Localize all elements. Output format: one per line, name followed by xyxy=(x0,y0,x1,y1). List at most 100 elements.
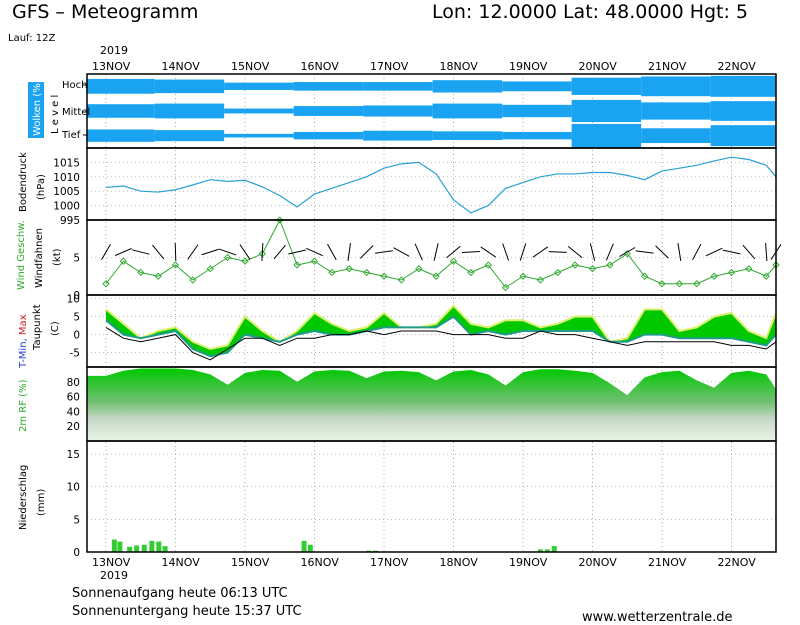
cloud-cover-block xyxy=(224,108,294,114)
cloud-cover-block xyxy=(224,133,294,138)
wind-barb xyxy=(288,249,307,255)
wind-barb xyxy=(705,247,723,257)
wind-barb xyxy=(261,242,264,262)
day-label-bottom: 20NOV xyxy=(579,556,618,569)
temperature-tick-label: 5 xyxy=(73,312,80,324)
wind-speed-point xyxy=(536,276,545,284)
day-label-top: 15NOV xyxy=(231,60,270,73)
wind-barb xyxy=(347,243,351,261)
day-label-top: 18NOV xyxy=(440,60,479,73)
wind-barb xyxy=(131,249,150,255)
day-label-top: 16NOV xyxy=(301,60,340,73)
wind-barb xyxy=(218,248,237,256)
wind-barb xyxy=(532,246,549,258)
wind-barb xyxy=(306,247,323,257)
day-label-bottom: 16NOV xyxy=(301,556,340,569)
wind-speed-point xyxy=(571,261,579,269)
wind-barb xyxy=(446,245,461,259)
cloud-cover-block xyxy=(363,82,433,91)
wind-speed-point xyxy=(449,257,458,265)
wind-speed-point xyxy=(710,272,718,280)
day-label-top: 21NOV xyxy=(648,60,687,73)
wind-speed-point xyxy=(606,261,614,269)
cloud-cover-block xyxy=(432,131,503,140)
wind-speed-point xyxy=(432,272,440,280)
wind-speed-point xyxy=(362,268,371,277)
day-label-bottom: 19NOV xyxy=(509,556,548,569)
wind-barb xyxy=(327,243,337,261)
cloud-level-label: L e v e l xyxy=(50,95,61,134)
dewpoint-axis-label: Taupunkt xyxy=(32,304,43,351)
panel-frame xyxy=(86,440,777,553)
wind-barb xyxy=(635,250,654,254)
wind-tick-label: 5 xyxy=(73,253,80,265)
day-label-top: 13NOV xyxy=(92,60,131,73)
day-label-bottom: 13NOV xyxy=(92,556,131,569)
wind-tick-label: 0 xyxy=(73,290,80,302)
pressure-tick-label: 1005 xyxy=(53,186,80,198)
cloud-cover-block xyxy=(293,131,364,140)
temperature-max-line xyxy=(105,304,777,351)
wind-barb xyxy=(502,243,510,261)
cloud-cover-block xyxy=(710,75,776,97)
precipitation-bar xyxy=(307,544,313,552)
precipitation-bar xyxy=(551,546,557,552)
sunrise-text: Sonnenaufgang heute 06:13 UTC xyxy=(72,586,288,601)
wind-speed-point xyxy=(467,268,475,277)
precipitation-unit-label: (mm) xyxy=(36,489,47,516)
temperature-axis-label: T-Min, Max xyxy=(18,314,29,369)
day-label-top: 17NOV xyxy=(370,60,409,73)
wind-barb xyxy=(359,245,374,259)
wind-barb xyxy=(273,244,286,260)
location-coordinates: Lon: 12.0000 Lat: 48.0000 Hgt: 5 xyxy=(432,1,749,23)
precipitation-tick-label: 5 xyxy=(73,514,80,526)
cloud-cover-block xyxy=(432,103,503,119)
temperature-range-area xyxy=(106,305,776,357)
cloud-level-hoch: Hoch xyxy=(62,80,87,91)
wind-speed-point xyxy=(745,265,753,273)
precipitation-tick-label: 10 xyxy=(67,482,80,494)
wind-speed-point xyxy=(519,272,527,280)
wind-speed-point xyxy=(640,272,649,280)
wind-barb xyxy=(722,249,741,255)
cloud-cover-block xyxy=(432,80,503,93)
wind-speed-point xyxy=(727,268,736,277)
cloud-cover-block xyxy=(87,78,155,94)
cloud-cover-block xyxy=(154,79,225,94)
wind-speed-point xyxy=(328,268,336,277)
precipitation-tick-label: 0 xyxy=(73,547,80,559)
wind-speed-point xyxy=(484,261,492,269)
wind-vane-axis-label: Windfahnen xyxy=(34,228,45,288)
wind-barb xyxy=(393,247,410,257)
wind-speed-point xyxy=(137,268,145,277)
cloud-cover-block xyxy=(363,105,433,117)
precipitation-bar xyxy=(117,541,123,552)
temperature-max-legend: Max xyxy=(18,314,29,335)
day-label-bottom: 21NOV xyxy=(648,556,687,569)
cloud-level-tief: Tief xyxy=(61,130,81,141)
wind-barb xyxy=(414,243,423,261)
wind-speed-point xyxy=(119,257,128,265)
wind-speed-point xyxy=(154,272,162,280)
day-label-bottom: 15NOV xyxy=(231,556,270,569)
precipitation-bar xyxy=(134,545,140,552)
temperature-tick-label: 10 xyxy=(67,294,80,306)
chart-title: GFS – Meteogramm xyxy=(12,1,199,23)
pressure-unit-label: (hPa) xyxy=(36,174,47,200)
humidity-tick-label: 60 xyxy=(67,392,80,404)
cloud-cover-block xyxy=(502,104,572,118)
humidity-tick-label: 40 xyxy=(67,406,80,418)
wind-speed-point xyxy=(397,276,406,284)
wind-barb xyxy=(101,243,111,261)
wind-speed-point xyxy=(693,280,701,288)
cloud-cover-block xyxy=(710,101,776,121)
cloud-cover-block xyxy=(571,123,642,148)
humidity-tick-label: 20 xyxy=(67,421,80,433)
precipitation-bar xyxy=(141,544,147,552)
temperature-tick-label: -5 xyxy=(70,348,80,360)
wind-speed-point xyxy=(380,272,388,280)
precipitation-bar xyxy=(544,549,550,552)
temperature-unit-label: (C) xyxy=(50,321,61,336)
pressure-tick-label: 1000 xyxy=(53,201,80,213)
